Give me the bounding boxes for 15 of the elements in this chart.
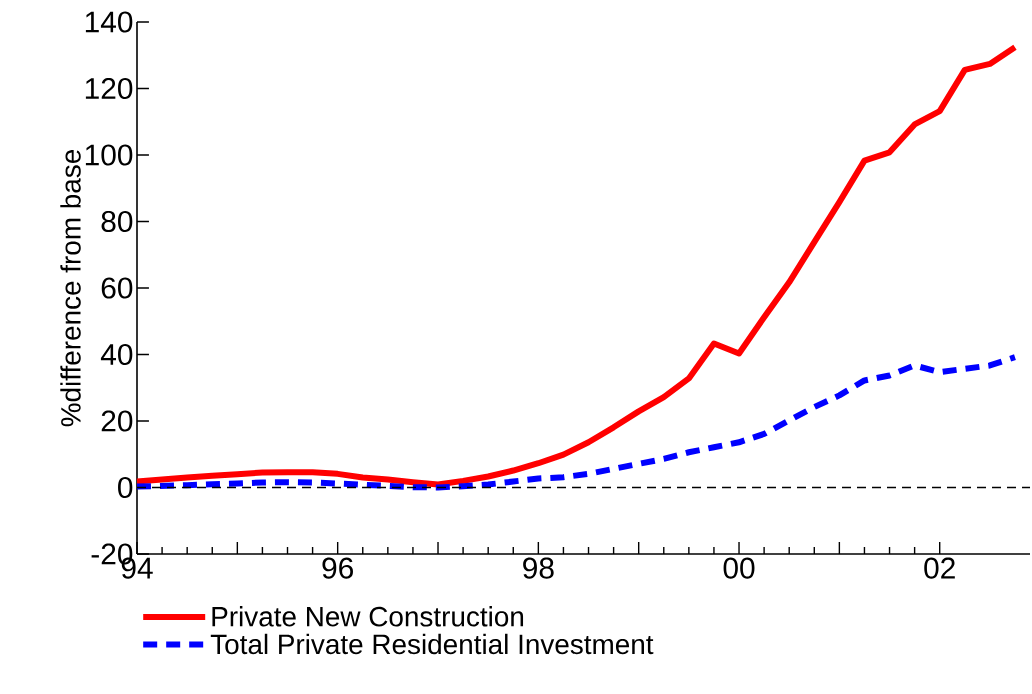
y-tick-label: 120 [85,77,133,100]
y-tick-label: 100 [85,144,133,166]
y-axis-title: %difference from base [60,150,81,427]
y-tick-label: 40 [100,343,133,366]
x-tick-label: 98 [523,557,554,579]
y-tick-label: 140 [85,11,133,33]
y-tick-label: 20 [101,410,133,432]
legend-label: Total Private Residential Investment [210,633,654,655]
y-tick-label: 0 [118,476,133,499]
legend-label: Private New Construction [212,606,524,627]
x-tick-label: 00 [723,557,755,579]
y-tick-label: 80 [101,210,133,233]
x-tick-label: 96 [322,557,353,579]
x-tick-label: 02 [924,557,955,579]
y-tick-label: 60 [101,277,133,299]
